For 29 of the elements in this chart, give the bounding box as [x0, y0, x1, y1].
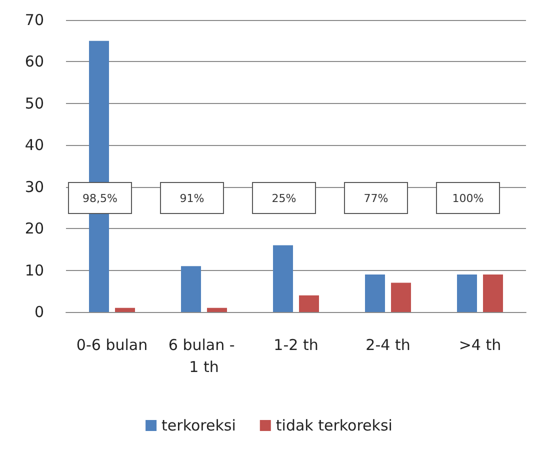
legend-label: terkoreksi — [162, 416, 236, 434]
note-box: 100% — [436, 182, 500, 214]
y-tick-label: 20 — [24, 220, 44, 238]
bar — [457, 274, 477, 312]
legend-label: tidak terkoreksi — [276, 416, 392, 434]
note-box: 25% — [252, 182, 316, 214]
x-tick-label: >4 th — [458, 336, 502, 354]
x-tick-label: 1-2 th — [274, 336, 318, 354]
x-tick-label: 6 bulan - 1 th — [168, 336, 240, 376]
note-box: 77% — [344, 182, 408, 214]
bar — [207, 308, 227, 312]
bar — [391, 282, 411, 312]
bar — [273, 245, 293, 312]
note-box: 91% — [160, 182, 224, 214]
y-tick-label: 10 — [24, 261, 44, 280]
x-tick-label: 2-4 th — [366, 336, 410, 354]
x-tick-label: 0-6 bulan — [76, 336, 148, 354]
y-tick-label: 50 — [24, 94, 44, 112]
y-tick-label: 70 — [24, 11, 44, 29]
bar — [181, 266, 201, 312]
bar — [299, 295, 319, 312]
y-tick-label: 30 — [24, 178, 44, 196]
y-tick-label: 40 — [24, 136, 44, 154]
y-tick-label: 60 — [24, 52, 44, 71]
y-tick-label: 0 — [34, 303, 44, 321]
bar — [365, 274, 385, 312]
note-box: 98,5% — [68, 182, 132, 214]
bar — [115, 308, 135, 312]
bar — [483, 274, 503, 312]
